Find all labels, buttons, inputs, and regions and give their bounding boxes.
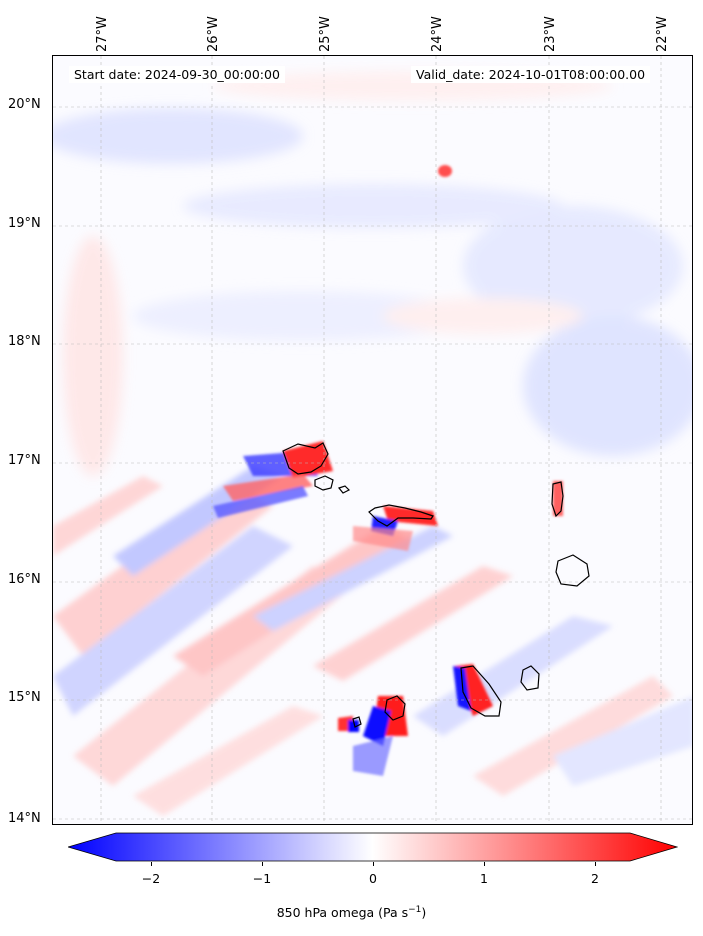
colorbar <box>68 832 678 862</box>
lon-label-26w: 26°W <box>206 16 221 52</box>
island-santo-antao <box>282 442 329 475</box>
colorbar-label-end: ) <box>421 905 427 921</box>
lat-label-19n: 19°N <box>8 216 41 231</box>
lon-label-25w: 25°W <box>318 16 333 52</box>
colorbar-label: 850 hPa omega (Pa s−1) <box>0 905 703 920</box>
omega-field <box>53 56 692 824</box>
colorbar-tick-neg2: −2 <box>141 871 161 886</box>
colorbar-label-main: 850 hPa omega (Pa s <box>276 905 409 921</box>
lon-label-23w: 23°W <box>543 16 558 52</box>
island-maio <box>520 665 540 691</box>
colorbar-tick-1: 1 <box>480 871 488 886</box>
island-fogo <box>384 695 406 721</box>
lat-label-14n: 14°N <box>8 811 41 826</box>
map-frame <box>52 55 693 825</box>
colorbar-tick-2: 2 <box>591 871 599 886</box>
lat-label-16n: 16°N <box>8 572 41 587</box>
start-date-label: Start date: 2024-09-30_00:00:00 <box>69 66 285 83</box>
lat-label-18n: 18°N <box>8 334 41 349</box>
lon-label-27w: 27°W <box>95 16 110 52</box>
lat-label-20n: 20°N <box>8 97 41 112</box>
island-sao-nicolau <box>368 504 434 527</box>
island-santa-luzia <box>337 485 351 494</box>
island-brava <box>352 716 362 728</box>
island-santiago <box>460 665 502 717</box>
valid-date-label: Valid_date: 2024-10-01T08:00:00.00 <box>411 66 651 83</box>
colorbar-tick-0: 0 <box>369 871 377 886</box>
lon-label-24w: 24°W <box>430 16 445 52</box>
island-boa-vista <box>555 554 590 587</box>
colorbar-tick-neg1: −1 <box>252 871 272 886</box>
colorbar-label-sup: −1 <box>408 905 422 915</box>
island-sao-vicente <box>314 475 334 491</box>
lat-label-17n: 17°N <box>8 453 41 468</box>
lat-label-15n: 15°N <box>8 690 41 705</box>
island-sal <box>551 481 564 518</box>
lon-label-22w: 22°W <box>655 16 670 52</box>
